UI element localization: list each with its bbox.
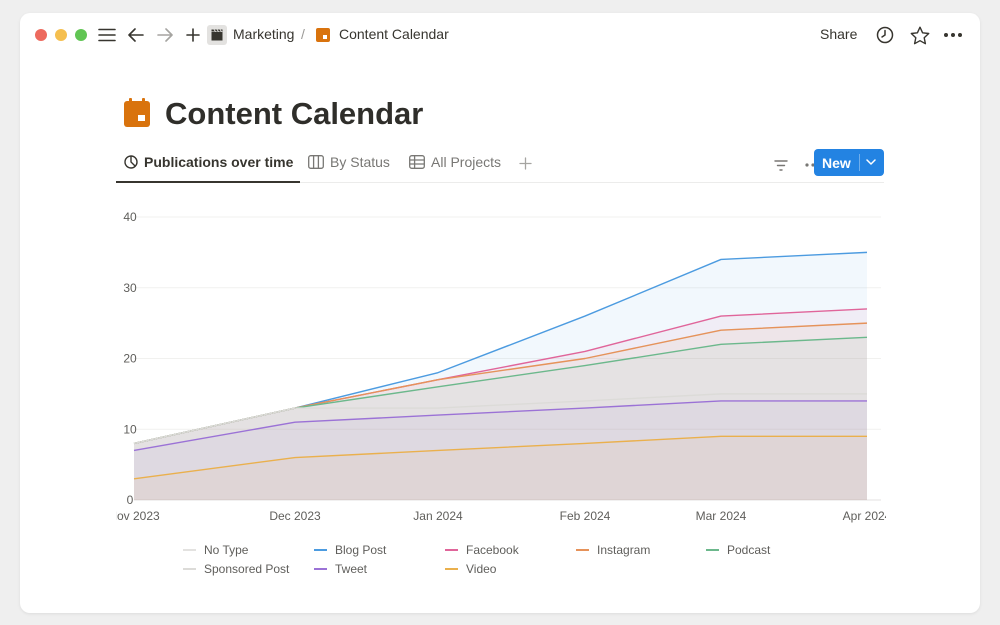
legend-item[interactable]: Blog Post [314, 543, 386, 557]
y-tick-label: 20 [123, 352, 137, 366]
back-arrow-icon[interactable] [126, 25, 146, 45]
legend-swatch [183, 568, 196, 570]
x-tick-label: Feb 2024 [560, 509, 611, 523]
x-tick-label: Jan 2024 [413, 509, 463, 523]
legend-swatch [706, 549, 719, 551]
clapperboard-icon [207, 25, 227, 45]
forward-arrow-icon[interactable] [155, 25, 175, 45]
series-area [134, 337, 867, 500]
legend-swatch [445, 568, 458, 570]
board-icon [308, 155, 324, 169]
legend-swatch [183, 549, 196, 551]
filter-icon[interactable] [772, 156, 790, 174]
breadcrumb-separator: / [301, 26, 305, 42]
legend-item[interactable]: Facebook [445, 543, 519, 557]
x-tick-label: Dec 2023 [269, 509, 321, 523]
tab-publications-over-time[interactable]: Publications over time [124, 154, 293, 170]
series-line [133, 400, 867, 452]
series-area [134, 400, 867, 500]
breadcrumb-parent[interactable]: Marketing [233, 26, 295, 42]
chevron-down-icon[interactable] [866, 159, 876, 166]
share-button[interactable]: Share [820, 26, 858, 42]
tab-label: Publications over time [144, 154, 294, 170]
legend-swatch [314, 568, 327, 570]
x-tick-label: Mar 2024 [696, 509, 747, 523]
y-tick-label: 0 [127, 493, 134, 507]
app-window: Marketing / Content Calendar Share Conte… [20, 13, 980, 613]
series-area [134, 436, 867, 500]
view-tabs: Publications over time By Status All Pro… [116, 150, 884, 183]
y-tick-label: 40 [123, 210, 137, 224]
legend-item[interactable]: Instagram [576, 543, 650, 557]
legend-label: Facebook [466, 543, 519, 557]
chart-pie-icon [124, 155, 138, 169]
menu-icon[interactable] [97, 25, 117, 45]
legend-swatch [314, 549, 327, 551]
table-icon [409, 155, 425, 169]
page-calendar-icon [124, 98, 150, 127]
tab-by-status[interactable]: By Status [308, 154, 390, 170]
legend-label: Blog Post [335, 543, 387, 557]
legend-label: Instagram [597, 543, 651, 557]
new-button-label: New [822, 154, 851, 171]
legend-item[interactable]: Tweet [314, 562, 367, 576]
add-view-icon[interactable] [516, 154, 534, 172]
history-clock-icon[interactable] [875, 25, 895, 45]
minimize-window-button[interactable] [55, 29, 67, 41]
legend-swatch [445, 549, 458, 551]
legend-swatch [576, 549, 589, 551]
legend-label: Video [466, 562, 497, 576]
add-page-icon[interactable] [183, 25, 203, 45]
x-tick-label: Nov 2023 [116, 509, 160, 523]
tab-all-projects[interactable]: All Projects [409, 154, 501, 170]
close-window-button[interactable] [35, 29, 47, 41]
new-button-divider [859, 154, 860, 171]
maximize-window-button[interactable] [75, 29, 87, 41]
series-line [133, 435, 867, 480]
tab-label: All Projects [431, 154, 502, 170]
new-button[interactable]: New [814, 149, 884, 176]
tab-label: By Status [330, 154, 390, 170]
x-tick-label: Apr 2024 [843, 509, 886, 523]
legend-item[interactable]: Video [445, 562, 496, 576]
more-options-icon[interactable] [942, 25, 964, 45]
publications-area-chart: 0 10 20 30 40 Nov 2023 Dec 2023 Jan 2024 Feb 202… [116, 210, 886, 523]
breadcrumb-current[interactable]: Content Calendar [339, 26, 449, 42]
legend-label: Podcast [727, 543, 771, 557]
legend-label: No Type [204, 543, 249, 557]
page-title: Content Calendar [165, 96, 424, 131]
favorite-star-icon[interactable] [909, 24, 931, 46]
legend-item[interactable]: Sponsored Post [183, 562, 289, 576]
legend-item[interactable]: No Type [183, 543, 248, 557]
active-tab-indicator [116, 181, 300, 183]
calendar-icon [316, 28, 330, 42]
series-line [133, 393, 867, 445]
y-tick-label: 30 [123, 281, 137, 295]
y-tick-label: 10 [123, 422, 137, 436]
legend-label: Sponsored Post [204, 562, 290, 576]
legend-item[interactable]: Podcast [706, 543, 770, 557]
legend-label: Tweet [335, 562, 368, 576]
